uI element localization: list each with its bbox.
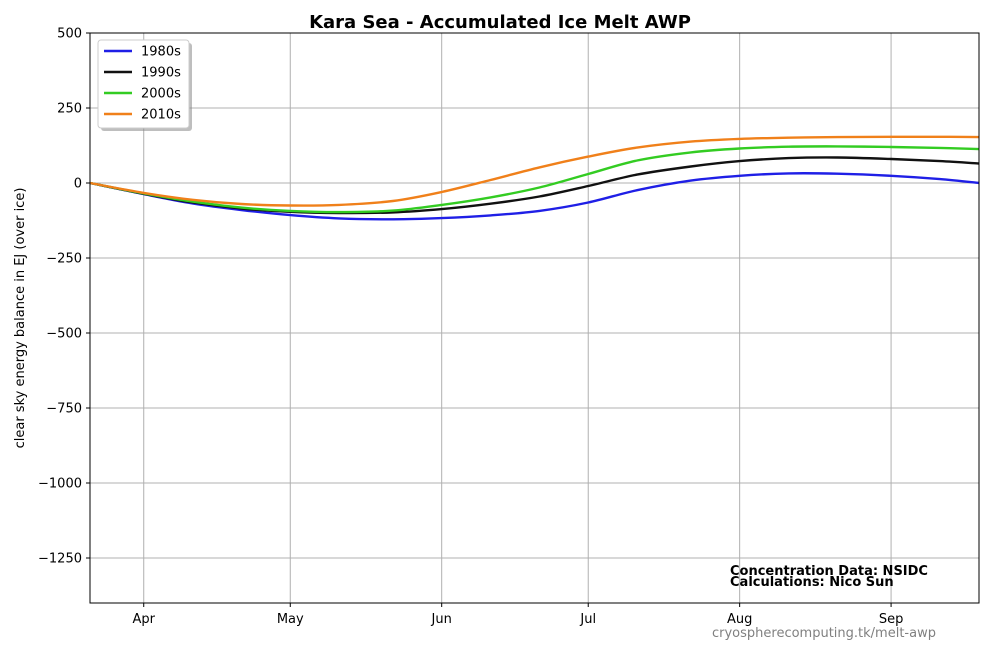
series-line-2000s bbox=[89, 145, 980, 214]
y-axis-label: clear sky energy balance in EJ (over ice… bbox=[13, 188, 28, 449]
y-tick-label: −250 bbox=[46, 252, 82, 267]
x-axis-ticks: Apr May Jun Jul Aug Sep bbox=[132, 603, 903, 627]
legend-label-2000s: 2000s bbox=[141, 87, 181, 102]
legend-label-1990s: 1990s bbox=[141, 66, 181, 81]
y-axis-ticks: 500 250 0 −250 −500 −750 −1000 −1250 bbox=[38, 27, 90, 567]
y-tick-label: −1000 bbox=[38, 477, 82, 492]
legend-label-2010s: 2010s bbox=[141, 108, 181, 123]
chart-title: Kara Sea - Accumulated Ice Melt AWP bbox=[309, 12, 691, 33]
y-tick-label: −1250 bbox=[38, 552, 82, 567]
x-tick-label: May bbox=[277, 612, 304, 627]
series-line-1980s bbox=[89, 172, 980, 221]
y-tick-label: 0 bbox=[74, 177, 82, 192]
y-tick-label: −750 bbox=[46, 402, 82, 417]
credit-concentration: Concentration Data: NSIDC bbox=[730, 564, 928, 579]
x-tick-label: Apr bbox=[132, 612, 155, 627]
y-tick-label: 500 bbox=[57, 27, 82, 42]
legend: 1980s 1990s 2000s 2010s bbox=[97, 39, 192, 131]
legend-label-1980s: 1980s bbox=[141, 45, 181, 60]
x-tick-label: Sep bbox=[879, 612, 904, 627]
series-line-2010s bbox=[89, 135, 980, 207]
x-tick-label: Jul bbox=[579, 612, 596, 627]
series-lines bbox=[89, 135, 980, 221]
x-tick-label: Jun bbox=[431, 612, 452, 627]
plot-frame bbox=[89, 32, 980, 604]
legend-box bbox=[97, 39, 190, 129]
x-tick-label: Aug bbox=[727, 612, 752, 627]
y-tick-label: −500 bbox=[46, 327, 82, 342]
y-tick-label: 250 bbox=[57, 102, 82, 117]
source-url: cryospherecomputing.tk/melt-awp bbox=[712, 626, 936, 641]
credit-calculations: Calculations: Nico Sun bbox=[730, 575, 894, 590]
